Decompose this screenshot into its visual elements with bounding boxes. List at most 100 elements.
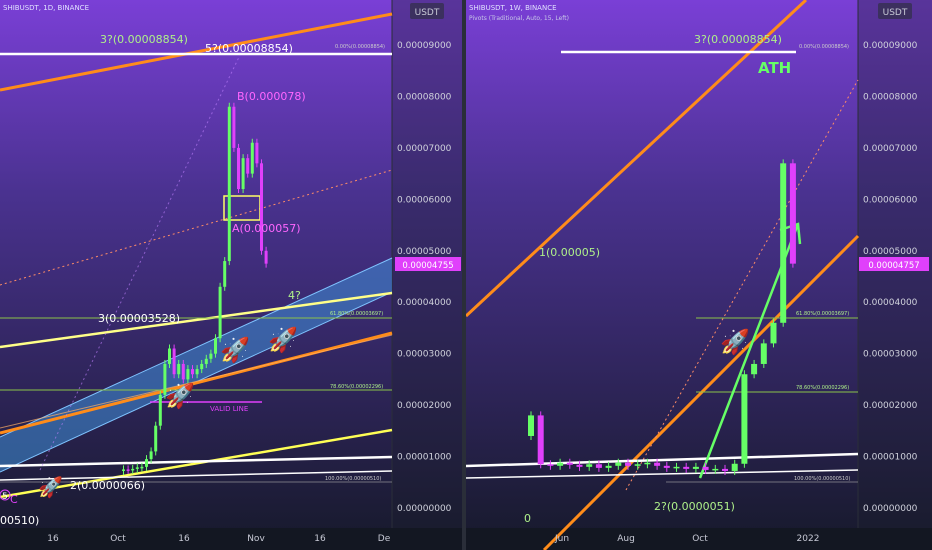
right-time-axis	[466, 528, 932, 550]
price-axis-label: 0.00003000	[863, 350, 918, 360]
price-axis-label: 0.00009000	[863, 41, 918, 51]
candle	[770, 322, 777, 344]
label-wave5-top: 5?(0.00008854)	[205, 42, 293, 55]
left-chart-header: SHIBUSDT, 1D, BINANCE	[3, 4, 89, 12]
candle	[227, 106, 231, 262]
label-valid-line: VALID LINE	[210, 405, 248, 413]
candle	[181, 363, 185, 380]
left-time-labels: 16 Oct 16 Nov 16 De	[47, 534, 390, 544]
rocket-icon: 🚀	[165, 382, 195, 410]
candle	[209, 353, 213, 359]
right-price-tag: 0.00004757	[868, 261, 919, 271]
candle	[625, 462, 631, 466]
candle	[264, 250, 268, 264]
price-axis-label: 0.00002000	[397, 401, 452, 411]
time-axis-label: Jun	[554, 534, 569, 544]
left-axis-labels: 0.00009000 0.00008000 0.00007000 0.00006000…	[397, 41, 452, 514]
candle	[237, 147, 240, 190]
candle	[557, 462, 564, 466]
time-axis-label: 16	[178, 534, 190, 544]
label-wave2: 2(0.0000066)	[70, 479, 145, 492]
left-chart-panel[interactable]: 🚀 🚀 🚀 🚀 SHIBUSDT, 1D, BINANCE USDT 3?(0.…	[0, 0, 462, 550]
candle	[566, 462, 573, 465]
time-axis-label: 16	[47, 534, 59, 544]
candle	[663, 465, 670, 468]
price-axis-label: 0.00006000	[397, 195, 452, 205]
candle	[135, 467, 139, 469]
candle	[260, 163, 263, 251]
orange-thin-line	[0, 334, 393, 429]
candle	[654, 462, 661, 466]
right-chart-subheader: Pivots (Traditional, Auto, 15, Left)	[469, 15, 569, 22]
time-axis-label: 2022	[797, 534, 820, 544]
label-bottom-left: 00510)	[0, 514, 39, 527]
candle	[537, 415, 544, 465]
candle	[145, 459, 148, 467]
candle	[195, 369, 199, 375]
candle	[780, 163, 787, 323]
time-axis-label: Nov	[247, 534, 265, 544]
time-axis-label: 16	[314, 534, 326, 544]
label-wave2: 2?(0.0000051)	[654, 500, 735, 513]
candle	[673, 466, 680, 469]
rocket-icon: 🚀	[268, 326, 298, 354]
price-axis-label: 0.00005000	[863, 247, 918, 257]
label-fib-618: 61.80%(0.00003697)	[796, 311, 849, 317]
price-axis-label: 0.00005000	[397, 247, 452, 257]
label-wave0: 0	[524, 512, 531, 525]
time-axis-label: Oct	[110, 534, 126, 544]
candle	[172, 348, 176, 375]
label-fib-0: 0.00%(0.00008854)	[335, 44, 385, 50]
left-currency-badge-bg[interactable]	[410, 3, 444, 19]
candle	[528, 415, 534, 436]
price-axis-label: 0.00006000	[863, 195, 918, 205]
price-axis-label: 0.00004000	[863, 298, 918, 308]
dotted-trend-1	[0, 169, 393, 286]
candle	[615, 462, 622, 466]
right-candles	[528, 159, 796, 475]
candle	[692, 466, 699, 469]
label-b-point: B(0.000078)	[237, 90, 306, 103]
label-fib-100: 100.00%(0.00000510)	[325, 476, 381, 482]
right-price-tag-bg	[859, 257, 929, 271]
left-price-axis	[392, 0, 462, 550]
right-chart-header: SHIBUSDT, 1W, BINANCE	[469, 4, 557, 12]
right-currency-badge-bg[interactable]	[878, 3, 912, 19]
label-wave4: 4?	[288, 289, 301, 302]
left-currency-badge[interactable]: USDT	[415, 8, 440, 18]
right-time-labels: Jun Aug Oct 2022	[554, 534, 819, 544]
dotted-trend	[625, 79, 859, 491]
candle	[741, 374, 748, 464]
candle	[789, 163, 796, 264]
right-axis-labels: 0.00009000 0.00008000 0.00007000 0.00006000…	[863, 41, 918, 514]
price-axis-label: 0.00000000	[397, 504, 452, 514]
time-axis-label: Aug	[617, 534, 635, 544]
candle	[122, 469, 125, 471]
label-fib-100: 100.00%(0.00000510)	[794, 476, 850, 482]
price-axis-label: 0.00001000	[863, 453, 918, 463]
left-time-axis	[0, 528, 462, 550]
right-currency-badge[interactable]: USDT	[883, 8, 908, 18]
candle	[634, 464, 641, 466]
candle	[140, 466, 144, 469]
label-wave3-top: 3?(0.00008854)	[100, 33, 188, 46]
price-axis-label: 0.00000000	[863, 504, 918, 514]
right-chart-svg[interactable]: 🚀 SHIBUSDT, 1W, BINANCE Pivots (Traditio…	[466, 0, 932, 550]
price-axis-label: 0.00003000	[397, 350, 452, 360]
candle	[223, 261, 227, 287]
price-axis-label: 0.00002000	[863, 401, 918, 411]
label-fib-618: 61.80%(0.00003697)	[330, 311, 383, 317]
label-fib-786: 78.60%(0.00002296)	[330, 384, 383, 390]
left-chart-svg[interactable]: 🚀 🚀 🚀 🚀 SHIBUSDT, 1D, BINANCE USDT 3?(0.…	[0, 0, 462, 550]
candle	[644, 462, 651, 465]
left-candles	[122, 102, 268, 475]
right-chart-panel[interactable]: 🚀 SHIBUSDT, 1W, BINANCE Pivots (Traditio…	[466, 0, 932, 550]
dotted-trend-2	[39, 54, 241, 471]
candle	[760, 343, 767, 364]
price-axis-label: 0.00007000	[863, 144, 918, 154]
candle	[751, 363, 758, 375]
panel-divider[interactable]	[462, 0, 466, 550]
left-price-tag-bg	[395, 257, 461, 271]
label-fib-786: 78.60%(0.00002296)	[796, 385, 849, 391]
candle	[232, 106, 236, 148]
